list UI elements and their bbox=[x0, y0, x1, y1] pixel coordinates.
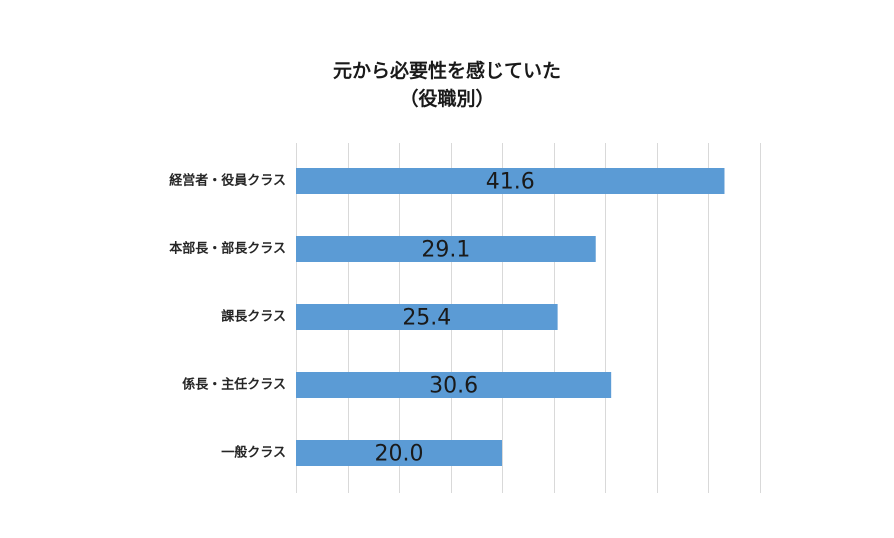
category-label-1: 本部長・部長クラス bbox=[169, 241, 286, 257]
bar-0 bbox=[296, 168, 725, 194]
category-label-0: 経営者・役員クラス bbox=[169, 173, 286, 189]
chart-title-line-2: （役職別） bbox=[399, 88, 495, 110]
value-label-0: 41.6 bbox=[486, 170, 535, 195]
value-label-1: 29.1 bbox=[421, 238, 470, 263]
bar-3 bbox=[296, 372, 612, 398]
value-label-3: 30.6 bbox=[429, 374, 478, 399]
value-label-2: 25.4 bbox=[402, 306, 451, 331]
category-label-4: 一般クラス bbox=[221, 445, 286, 461]
category-label-2: 課長クラス bbox=[221, 309, 286, 325]
chart-title-line-1: 元から必要性を感じていた bbox=[332, 60, 561, 82]
value-label-4: 20.0 bbox=[375, 442, 424, 467]
bar-2 bbox=[296, 304, 558, 330]
category-label-3: 係長・主任クラス bbox=[182, 377, 286, 393]
bar-1 bbox=[296, 236, 596, 262]
bar-4 bbox=[296, 440, 502, 466]
